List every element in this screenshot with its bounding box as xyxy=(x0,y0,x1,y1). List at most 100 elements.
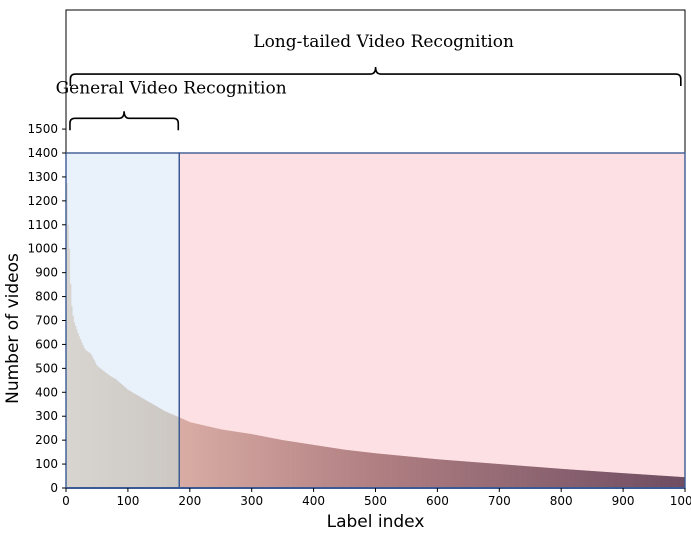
bar xyxy=(537,467,540,488)
bar xyxy=(590,470,593,488)
bar xyxy=(444,459,447,488)
bar xyxy=(296,442,298,488)
bar xyxy=(480,462,483,488)
bar xyxy=(416,457,418,488)
bar xyxy=(640,474,643,488)
bar xyxy=(535,466,537,488)
bar xyxy=(447,460,449,488)
bar xyxy=(80,342,83,488)
bar xyxy=(276,439,279,488)
bar xyxy=(228,430,230,488)
bar xyxy=(210,427,213,488)
bar xyxy=(156,406,158,488)
bar xyxy=(511,465,514,488)
bar xyxy=(266,437,269,488)
bar xyxy=(313,445,316,488)
bar xyxy=(247,433,250,488)
bar xyxy=(118,381,120,488)
bar xyxy=(391,454,394,488)
bar xyxy=(561,468,563,488)
y-tick-label: 1200 xyxy=(27,194,58,208)
bar xyxy=(485,463,488,488)
bar xyxy=(615,472,618,488)
bar xyxy=(610,472,613,488)
annotation-braces xyxy=(69,67,682,131)
bar xyxy=(618,472,620,488)
bar xyxy=(454,460,457,488)
bar xyxy=(134,393,136,488)
bar xyxy=(132,393,135,488)
bar xyxy=(437,459,439,488)
bar xyxy=(557,468,560,488)
y-tick-label: 800 xyxy=(35,290,58,304)
bar xyxy=(363,451,365,488)
bar xyxy=(443,459,446,488)
bar xyxy=(530,466,532,488)
bar xyxy=(334,448,337,488)
bar xyxy=(642,474,645,488)
bar xyxy=(546,467,548,488)
bar xyxy=(439,459,442,488)
bar xyxy=(354,450,357,488)
bar xyxy=(127,390,130,488)
bar xyxy=(220,429,223,488)
bar xyxy=(457,460,459,488)
bar xyxy=(111,377,114,488)
bar xyxy=(392,455,395,488)
bar xyxy=(494,463,496,488)
bar xyxy=(455,460,458,488)
bar xyxy=(288,441,291,488)
bar xyxy=(512,465,515,488)
bar xyxy=(438,459,441,488)
bar xyxy=(507,464,510,488)
bar xyxy=(474,462,477,488)
bar xyxy=(589,470,592,488)
bar xyxy=(473,462,475,488)
bar xyxy=(332,447,334,488)
bar xyxy=(468,461,470,488)
x-tick-label: 600 xyxy=(426,494,449,508)
bar xyxy=(400,455,402,488)
bar xyxy=(261,436,264,488)
bar xyxy=(509,464,511,488)
bar xyxy=(431,458,433,488)
bar xyxy=(434,459,437,488)
bar xyxy=(231,431,234,488)
bar xyxy=(522,465,525,488)
bar xyxy=(177,416,180,488)
bar xyxy=(218,428,220,488)
bar xyxy=(275,438,277,488)
bar xyxy=(343,449,345,488)
bar xyxy=(524,466,526,488)
bar xyxy=(110,376,113,488)
bar xyxy=(160,408,162,488)
bar xyxy=(500,464,503,488)
bar xyxy=(309,444,312,488)
bar xyxy=(397,455,400,488)
bar xyxy=(678,476,681,488)
bar xyxy=(626,473,629,488)
bar xyxy=(325,446,328,488)
bar xyxy=(137,395,140,488)
bar xyxy=(355,451,358,488)
bar xyxy=(161,409,163,488)
bar xyxy=(129,390,131,488)
bar xyxy=(538,467,541,488)
bar xyxy=(168,413,171,488)
bar xyxy=(613,472,615,488)
bar xyxy=(451,460,453,488)
bar xyxy=(240,432,243,488)
bar xyxy=(148,402,151,488)
bar xyxy=(356,451,359,488)
bar xyxy=(625,473,628,488)
bar xyxy=(402,456,405,488)
bar xyxy=(235,431,238,488)
bar xyxy=(624,473,626,488)
bar xyxy=(486,463,489,488)
bar xyxy=(184,420,187,488)
bar xyxy=(675,476,677,488)
bar xyxy=(381,453,384,488)
bar xyxy=(335,448,338,488)
bar xyxy=(125,388,128,488)
bar xyxy=(385,454,387,488)
